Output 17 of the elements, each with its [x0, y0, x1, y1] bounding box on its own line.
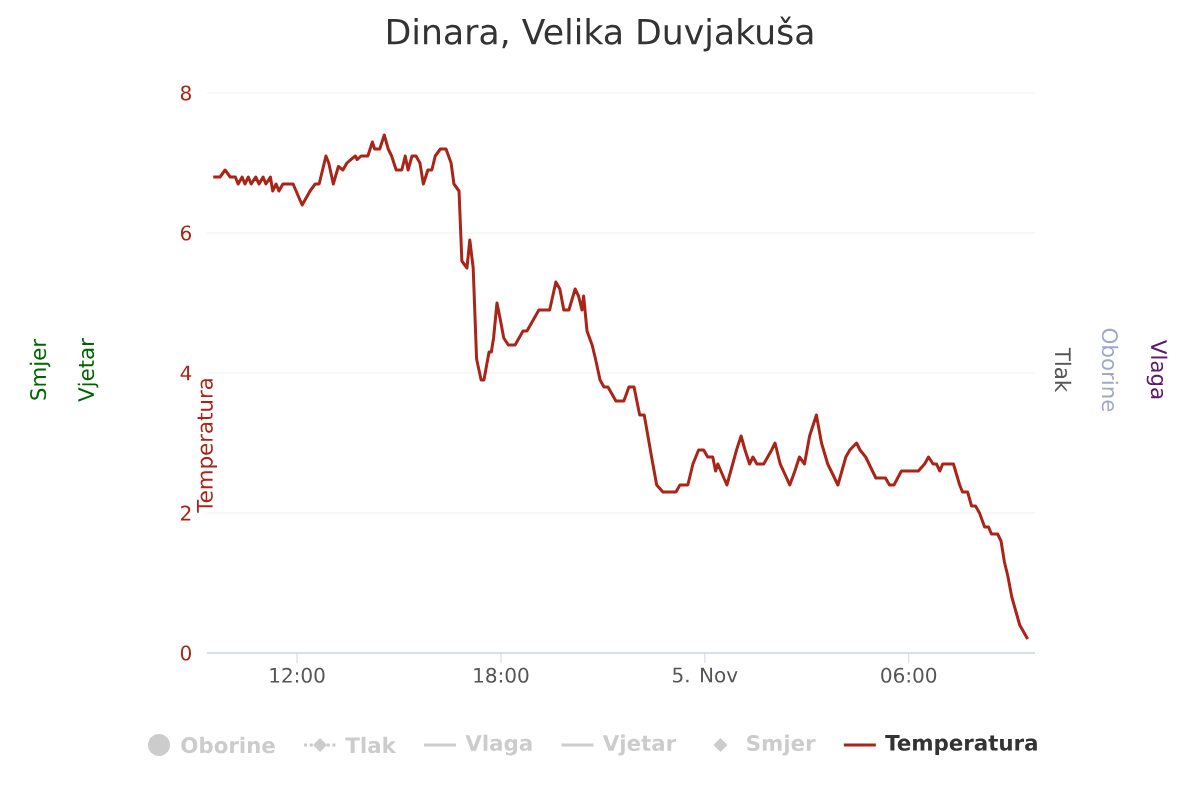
- text: Vlaga: [1146, 340, 1168, 399]
- chart-title: Dinara, Velika Duvjakuša: [388, 16, 813, 52]
- y-tick-label: 2: [181, 505, 191, 521]
- y-tick-label: 8: [180, 85, 191, 101]
- x-tick-label: 12:00: [270, 667, 325, 683]
- text: Tlak: [1054, 347, 1072, 393]
- text: Oborine: [1101, 328, 1119, 412]
- legend-label: Temperatura: [885, 735, 1037, 755]
- x-tick-label: 06:00: [881, 667, 937, 683]
- x-tick-label: 18:00: [474, 667, 529, 683]
- y-tick-label: 0: [180, 645, 191, 661]
- text: Vjetar: [77, 338, 99, 402]
- y-tick-label: 6: [180, 225, 192, 241]
- y-axis-title: Temperatura: [197, 379, 217, 513]
- x-tick-label: 5. Nov: [673, 667, 738, 683]
- y-tick-label: 4: [180, 365, 192, 381]
- text: Smjer: [29, 338, 51, 400]
